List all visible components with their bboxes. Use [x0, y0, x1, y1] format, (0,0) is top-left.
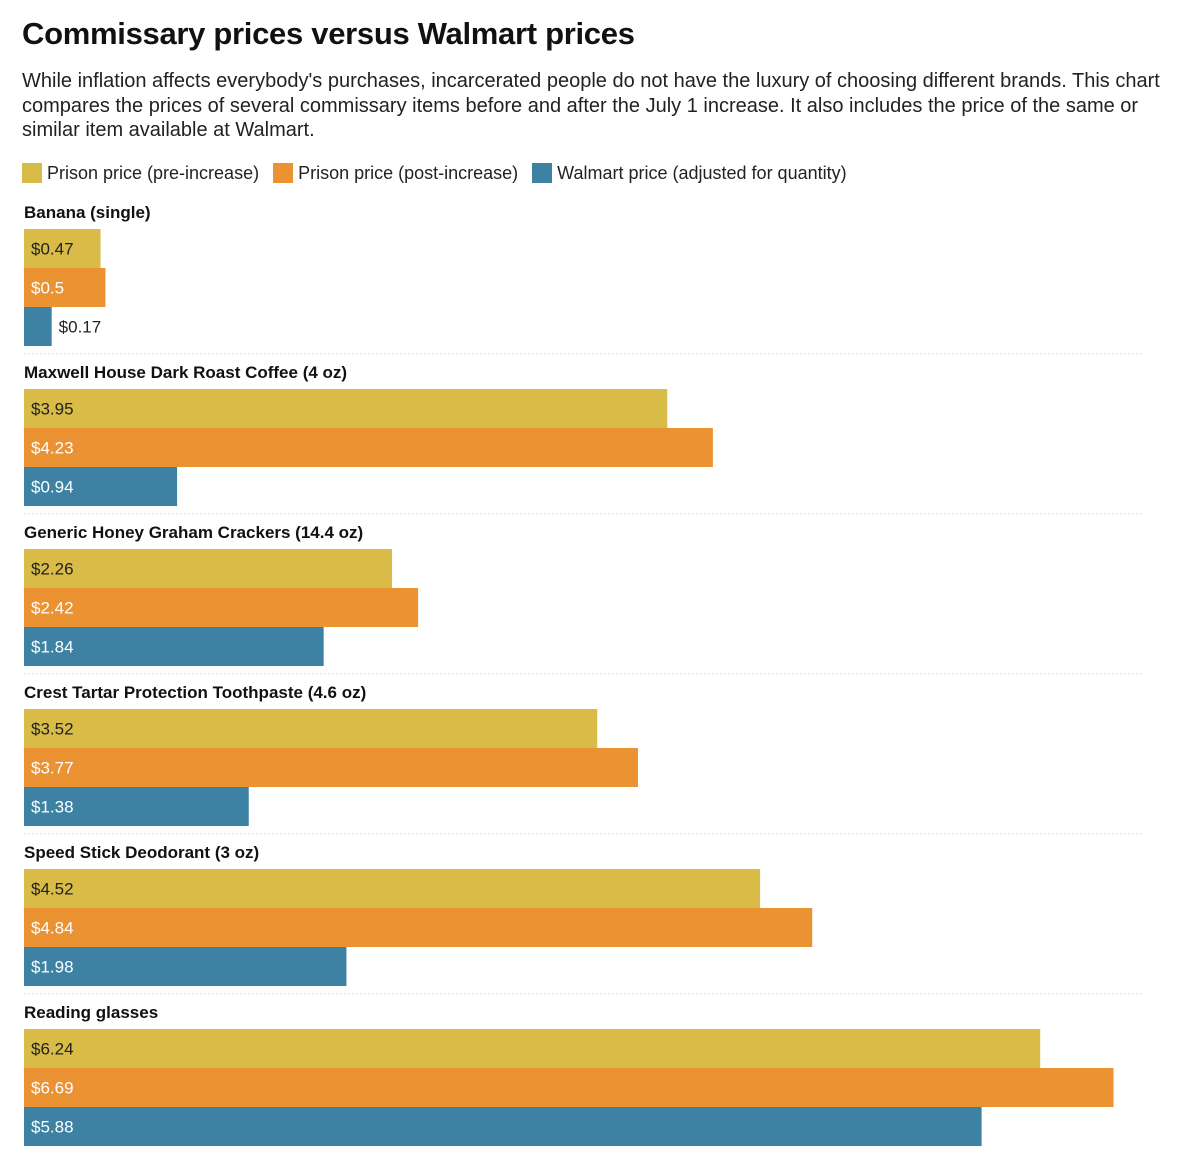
value-label: $1.98	[31, 958, 74, 977]
value-label: $1.38	[31, 798, 74, 817]
bar-group-generic-honey-graham-crackers-14-4-oz: Generic Honey Graham Crackers (14.4 oz) $…	[24, 523, 1142, 675]
value-label: $0.94	[31, 478, 74, 497]
bar-prison-price-post-increase	[24, 908, 813, 947]
bar-prison-price-post-increase	[24, 748, 638, 787]
bar-prison-price-post-increase	[24, 428, 713, 467]
value-label: $0.17	[59, 318, 102, 337]
bar-walmart-price-adjusted-for-quantity	[24, 787, 249, 826]
value-label: $3.95	[31, 400, 74, 419]
category-label: Crest Tartar Protection Toothpaste (4.6 …	[24, 683, 366, 702]
legend-label-pre-increase: Prison price (pre-increase)	[47, 162, 260, 183]
bar-prison-price-pre-increase	[24, 549, 393, 588]
bar-prison-price-pre-increase	[24, 869, 761, 908]
bar-chart: Banana (single) $0.47 $0.5 $0.17 Maxwell Hou…	[24, 203, 1142, 1146]
legend-item-pre-increase: Prison price (pre-increase)	[22, 163, 259, 184]
value-label: $3.52	[31, 720, 74, 739]
value-label: $6.69	[31, 1079, 74, 1098]
chart-subtitle: While inflation affects everybody's purc…	[22, 70, 1160, 141]
bar-prison-price-pre-increase	[24, 229, 101, 268]
bar-group-reading-glasses: Reading glasses $6.24 $6.69 $5.88	[24, 1003, 1114, 1146]
bar-walmart-price-adjusted-for-quantity	[24, 467, 178, 506]
bar-group-banana-single: Banana (single) $0.47 $0.5 $0.17	[24, 203, 1142, 355]
legend-swatch-pre-increase	[22, 163, 42, 183]
bar-prison-price-pre-increase	[24, 709, 598, 748]
value-label: $0.47	[31, 240, 74, 259]
legend-swatch-post-increase	[273, 163, 294, 183]
legend-label-walmart: Walmart price (adjusted for quantity)	[557, 162, 847, 183]
chart-title: Commissary prices versus Walmart prices	[22, 16, 635, 51]
bar-walmart-price-adjusted-for-quantity	[24, 307, 52, 346]
category-label: Reading glasses	[24, 1003, 158, 1022]
value-label: $0.5	[31, 279, 64, 298]
bar-prison-price-pre-increase	[24, 389, 668, 428]
legend: Prison price (pre-increase) Prison price…	[22, 161, 861, 185]
bar-group-speed-stick-deodorant-3-oz: Speed Stick Deodorant (3 oz) $4.52 $4.84 $1…	[24, 843, 1142, 995]
category-label: Banana (single)	[24, 203, 151, 222]
legend-item-walmart: Walmart price (adjusted for quantity)	[532, 162, 847, 184]
bar-prison-price-post-increase	[24, 588, 419, 627]
value-label: $2.26	[31, 560, 74, 579]
bar-group-maxwell-house-dark-roast-coffee-4-oz: Maxwell House Dark Roast Coffee (4 oz) $3…	[24, 363, 1142, 515]
bar-walmart-price-adjusted-for-quantity	[24, 1107, 982, 1146]
bar-prison-price-post-increase	[24, 268, 106, 307]
category-label: Speed Stick Deodorant (3 oz)	[24, 843, 259, 862]
category-label: Maxwell House Dark Roast Coffee (4 oz)	[24, 363, 347, 382]
value-label: $4.23	[31, 439, 74, 458]
value-label: $2.42	[31, 599, 74, 618]
value-label: $3.77	[31, 759, 74, 778]
legend-item-post-increase: Prison price (post-increase)	[273, 163, 518, 184]
value-label: $4.52	[31, 880, 74, 899]
value-label: $6.24	[31, 1040, 74, 1059]
bar-prison-price-post-increase	[24, 1068, 1114, 1107]
bar-walmart-price-adjusted-for-quantity	[24, 947, 347, 986]
value-label: $4.84	[31, 919, 74, 938]
bar-group-crest-tartar-protection-toothpaste-4-6-oz: Crest Tartar Protection Toothpaste (4.6 …	[24, 683, 1142, 835]
bar-prison-price-pre-increase	[24, 1029, 1041, 1068]
legend-label-post-increase: Prison price (post-increase)	[298, 162, 519, 183]
value-label: $5.88	[31, 1118, 74, 1137]
value-label: $1.84	[31, 638, 74, 657]
bar-walmart-price-adjusted-for-quantity	[24, 627, 324, 666]
category-label: Generic Honey Graham Crackers (14.4 oz)	[24, 523, 363, 542]
legend-swatch-walmart	[532, 163, 553, 183]
